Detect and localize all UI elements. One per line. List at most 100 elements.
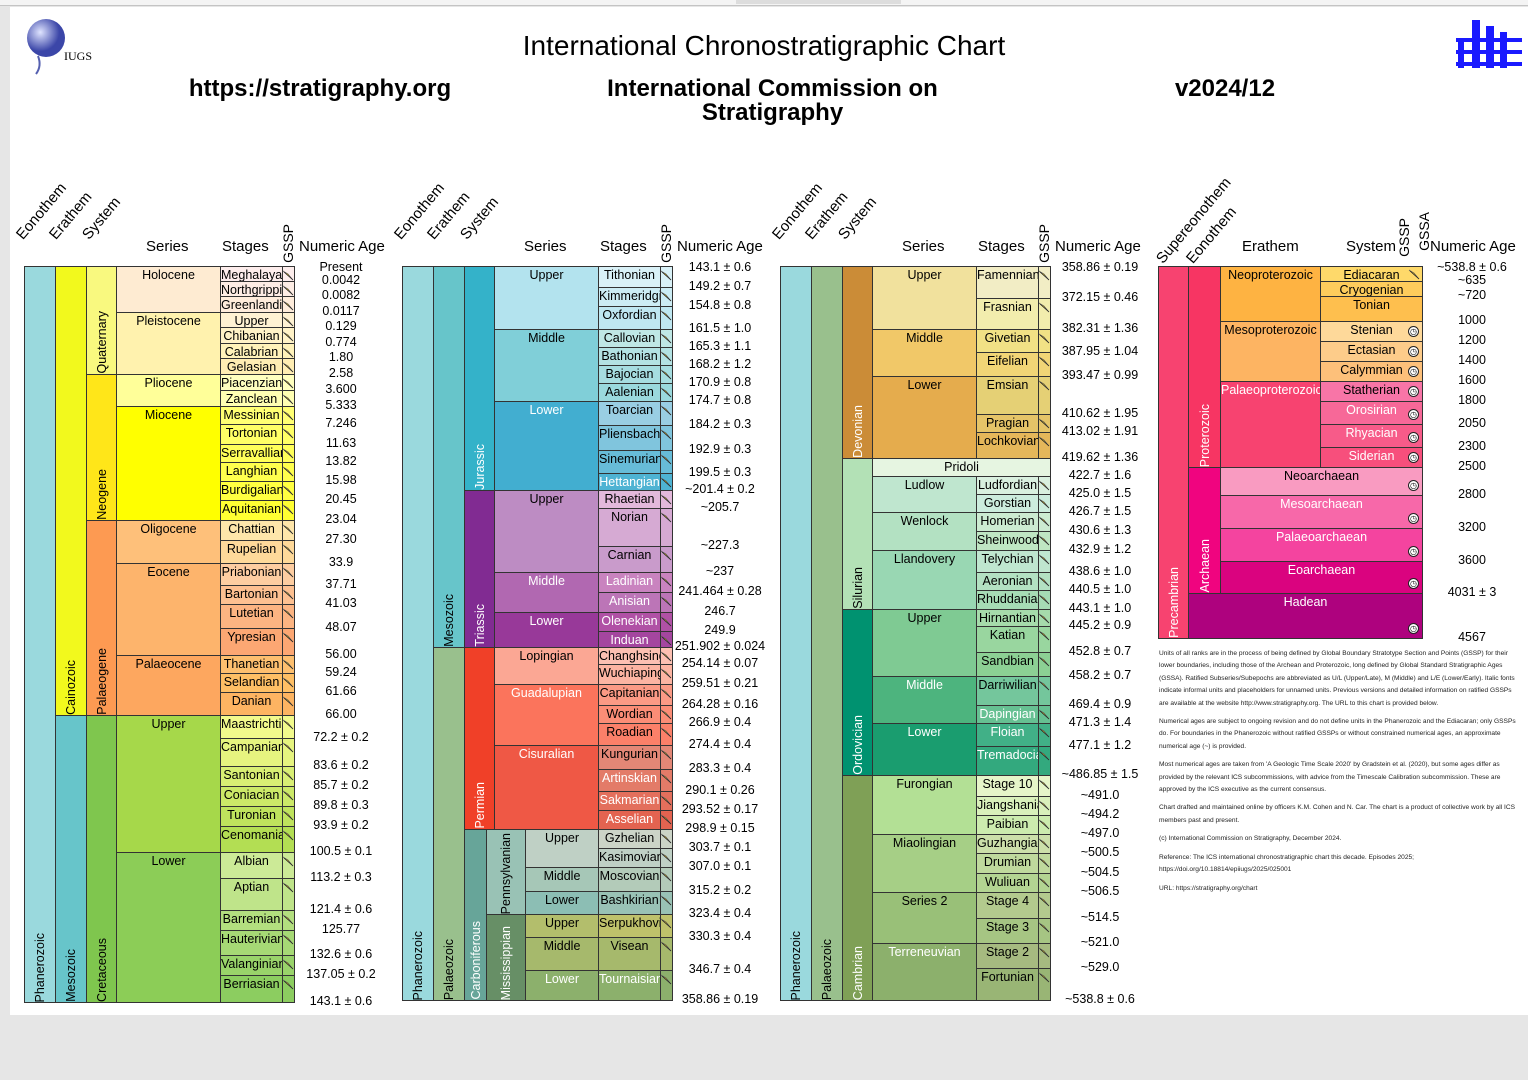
stage-cell[interactable]: Bajocian	[598, 365, 661, 384]
system-cell[interactable]: Permian	[464, 647, 495, 830]
stage-cell[interactable]: Coniacian	[220, 786, 283, 807]
stage-cell[interactable]: Moscovian	[598, 867, 661, 892]
series-cell[interactable]: Middle	[872, 329, 977, 377]
stage-cell[interactable]: Wuchiapingian	[598, 664, 661, 685]
erathem-cell[interactable]: Eoarchaean	[1220, 561, 1423, 594]
stage-cell[interactable]: Bathonian	[598, 347, 661, 366]
stage-cell[interactable]: Aeronian	[976, 572, 1039, 591]
system-cell[interactable]: Statherian	[1320, 381, 1423, 402]
stage-cell[interactable]: Chibanian	[220, 327, 283, 344]
stage-cell[interactable]: Aptian	[220, 878, 283, 911]
stage-cell[interactable]: Hettangian	[598, 473, 661, 491]
supereonothem-cell[interactable]: Precambrian	[1158, 266, 1189, 639]
system-cell[interactable]: Cryogenian	[1320, 281, 1423, 297]
stage-cell[interactable]: Lutetian	[220, 604, 283, 629]
series-cell[interactable]: Upper	[116, 715, 221, 853]
stage-cell[interactable]: Ludfordian	[976, 476, 1039, 495]
stage-cell[interactable]: Burdigalian	[220, 481, 283, 501]
series-cell[interactable]: Lower	[872, 376, 977, 459]
series-cell[interactable]: Lower	[494, 401, 599, 491]
stage-cell[interactable]: Pliensbachian	[598, 425, 661, 451]
stage-cell[interactable]: Maastrichtian	[220, 715, 283, 739]
stage-cell[interactable]: Changhsingian	[598, 647, 661, 665]
system-cell[interactable]: Cretaceous	[86, 715, 117, 1003]
stage-cell[interactable]: Calabrian	[220, 343, 283, 359]
stage-cell[interactable]: Drumian	[976, 853, 1039, 874]
stage-cell[interactable]: Rhuddanian	[976, 590, 1039, 610]
stage-cell[interactable]: Olenekian	[598, 612, 661, 632]
system-cell[interactable]: Silurian	[842, 458, 873, 610]
stage-cell[interactable]: Northgrippian	[220, 281, 283, 297]
stage-cell[interactable]: Barremian	[220, 910, 283, 931]
stage-cell[interactable]: Anisian	[598, 592, 661, 613]
stage-cell[interactable]: Santonian	[220, 766, 283, 787]
stage-cell[interactable]: Kimmeridgian	[598, 287, 661, 307]
stage-cell[interactable]: Sheinwoodian	[976, 531, 1039, 551]
series-cell[interactable]: Pleistocene	[116, 312, 221, 375]
stage-cell[interactable]: Capitanian	[598, 684, 661, 706]
stage-cell[interactable]: Pragian	[976, 414, 1039, 433]
series-cell[interactable]: Cisuralian	[494, 745, 599, 830]
series-cell[interactable]: Middle	[494, 572, 599, 613]
series-cell[interactable]: Oligocene	[116, 520, 221, 564]
stage-cell[interactable]: Bashkirian	[598, 891, 661, 915]
website-link[interactable]: https://stratigraphy.org	[188, 75, 452, 102]
stage-cell[interactable]: Chattian	[220, 520, 283, 541]
stage-cell[interactable]: Guzhangian	[976, 834, 1039, 854]
eonothem-cell[interactable]: Phanerozoic	[780, 266, 812, 1001]
series-cell[interactable]: Middle	[494, 329, 599, 402]
stage-cell[interactable]: Tremadocian	[976, 746, 1039, 776]
series-cell[interactable]: Series 2	[872, 892, 977, 944]
stage-cell[interactable]: Albian	[220, 852, 283, 879]
stage-cell[interactable]: Turonian	[220, 806, 283, 827]
stage-cell[interactable]: Ladinian	[598, 572, 661, 593]
series-cell[interactable]: Lower	[494, 612, 599, 648]
eonothem-cell-hadean[interactable]: Hadean	[1188, 593, 1423, 639]
series-cell[interactable]: Upper	[494, 490, 599, 573]
subsystem-cell[interactable]: Pennsylvanian	[486, 829, 526, 915]
eonothem-cell[interactable]: Phanerozoic	[402, 266, 434, 1001]
system-cell[interactable]: Ordovician	[842, 609, 873, 776]
stage-cell[interactable]: Fortunian	[976, 968, 1039, 1001]
stage-cell[interactable]: Paibian	[976, 815, 1039, 835]
eonothem-cell[interactable]: Phanerozoic	[24, 266, 56, 1003]
series-cell[interactable]: Llandovery	[872, 550, 977, 610]
stage-cell[interactable]: Zanclean	[220, 390, 283, 407]
stage-cell[interactable]: Hirnantian	[976, 609, 1039, 627]
stage-cell[interactable]: Toarcian	[598, 401, 661, 426]
stage-cell[interactable]: Aalenian	[598, 383, 661, 402]
system-cell[interactable]: Neogene	[86, 374, 117, 521]
erathem-cell[interactable]: Palaeoarchaean	[1220, 528, 1423, 562]
stage-cell[interactable]: Norian	[598, 508, 661, 547]
stage-cell[interactable]: Sinemurian	[598, 450, 661, 474]
system-cell[interactable]: Tonian	[1320, 296, 1423, 322]
stage-cell[interactable]: Serravallian	[220, 444, 283, 463]
stage-cell[interactable]: Langhian	[220, 462, 283, 482]
stage-cell[interactable]: Induan	[598, 631, 661, 648]
stage-cell[interactable]: Greenlandian	[220, 296, 283, 313]
erathem-cell[interactable]: Neoproterozoic	[1220, 266, 1321, 322]
stage-cell[interactable]: Telychian	[976, 550, 1039, 573]
subsystem-cell[interactable]: Mississippian	[486, 914, 526, 1001]
stage-cell[interactable]: Piacenzian	[220, 374, 283, 391]
series-cell[interactable]: Upper	[525, 829, 599, 868]
stage-cell[interactable]: Messinian	[220, 406, 283, 425]
series-cell[interactable]: Upper	[872, 266, 977, 330]
erathem-cell[interactable]: Palaeozoic	[433, 647, 465, 1001]
series-cell[interactable]: Lower	[525, 970, 599, 1001]
eonothem-cell[interactable]: Archaean	[1188, 467, 1221, 594]
stage-cell[interactable]: Berriasian	[220, 975, 283, 1003]
series-cell[interactable]: Upper	[872, 609, 977, 677]
series-cell[interactable]: Upper	[525, 914, 599, 938]
stage-cell[interactable]: Emsian	[976, 376, 1039, 415]
stage-cell[interactable]: Asselian	[598, 810, 661, 830]
series-cell[interactable]: Ludlow	[872, 476, 977, 513]
stage-cell[interactable]: Stage 3	[976, 918, 1039, 944]
stage-cell[interactable]: Dapingian	[976, 705, 1039, 724]
stage-cell[interactable]: Upper	[220, 312, 283, 328]
system-cell[interactable]: Jurassic	[464, 266, 495, 491]
stage-cell[interactable]: Thanetian	[220, 655, 283, 674]
stage-cell[interactable]: Sakmarian	[598, 791, 661, 811]
series-cell[interactable]: Middle	[525, 867, 599, 892]
erathem-cell[interactable]: Palaeoproterozoic	[1220, 381, 1321, 468]
